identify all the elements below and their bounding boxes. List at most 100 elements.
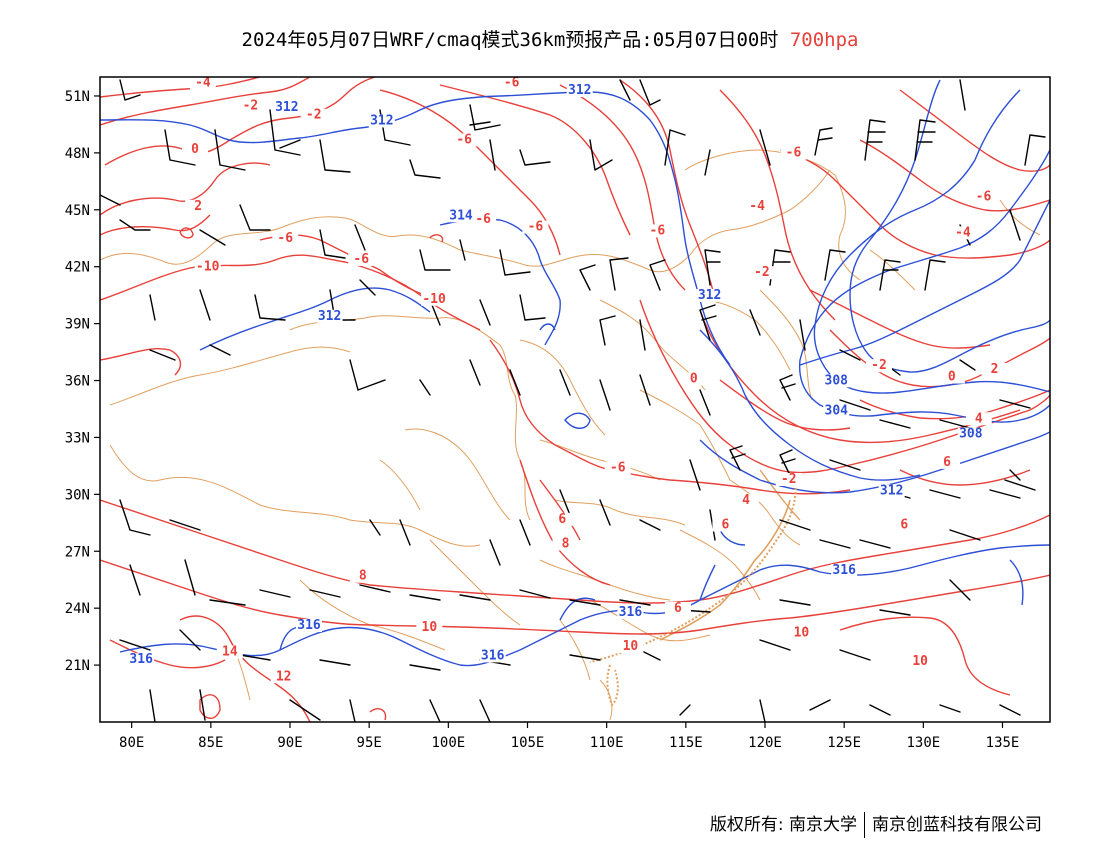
height-label: 312 <box>880 483 903 498</box>
temperature-label-bg <box>780 146 807 160</box>
height-label: 312 <box>275 100 298 115</box>
height-label: 316 <box>619 605 643 620</box>
height-label: 316 <box>481 648 505 663</box>
temperature-label: 10 <box>623 639 639 654</box>
temperature-label: 6 <box>900 518 908 533</box>
temperature-label-bg <box>981 362 1008 376</box>
height-label-bg <box>296 619 322 633</box>
longitude-ticks: 80E 85E 90E 95E 100E 105E 110E 115E 120E 125E 130E… <box>119 722 1019 751</box>
temperature-label-bg <box>907 655 934 669</box>
temperature-label-bg <box>866 359 892 373</box>
temperature-label: -6 <box>976 189 992 204</box>
temperature-label-bg <box>182 142 208 156</box>
height-label: 314 <box>449 208 473 223</box>
temperature-label: 6 <box>943 455 951 470</box>
temperature-label: -6 <box>528 220 544 235</box>
height-label: 312 <box>318 309 341 324</box>
height-label: 312 <box>698 288 721 303</box>
temperature-label-bg <box>644 224 671 238</box>
height-label: 316 <box>129 652 153 667</box>
temperature-label-bg <box>272 232 299 246</box>
lon-tick-label: 90E <box>277 735 302 751</box>
temperature-label: -2 <box>871 358 887 373</box>
temperature-label-bg <box>748 266 775 280</box>
height-label: 308 <box>959 426 983 441</box>
lat-tick-label: 45N <box>65 203 90 219</box>
temperature-label: -6 <box>610 461 626 476</box>
lat-tick-label: 33N <box>65 430 90 446</box>
temperature-label-bg <box>934 455 961 469</box>
lat-tick-label: 21N <box>65 658 90 674</box>
temperature-label-bg <box>348 252 375 266</box>
height-label: 316 <box>832 563 856 578</box>
height-label-bg <box>448 209 474 223</box>
temperature-label: -6 <box>786 146 802 161</box>
temperature-label-bg <box>349 569 376 583</box>
lat-tick-label: 30N <box>65 487 90 503</box>
plot-frame <box>99 76 1051 723</box>
temperature-label: -6 <box>475 212 491 227</box>
temperature-label-bg <box>185 199 212 213</box>
height-label: 316 <box>297 618 321 633</box>
lat-tick-label: 39N <box>65 317 90 333</box>
temperature-label: -4 <box>955 225 971 240</box>
temperature-label-bg <box>604 461 631 475</box>
temperature-label: 10 <box>794 626 810 641</box>
lat-tick-label: 48N <box>65 146 90 162</box>
height-label: 312 <box>370 113 393 128</box>
temperature-label: 0 <box>191 142 199 157</box>
temperature-label-bg <box>617 639 644 653</box>
temperature-label: -4 <box>195 75 211 90</box>
temperature-label: 8 <box>359 569 367 584</box>
temperature-label: 2 <box>991 362 999 377</box>
height-contours <box>100 79 1050 667</box>
temperature-label-bg <box>733 493 759 507</box>
temperature-label: -2 <box>243 98 259 113</box>
temperature-label-bg <box>522 220 549 234</box>
temperature-label: 4 <box>975 411 983 426</box>
temperature-label: -10 <box>422 292 446 307</box>
temperature-contours <box>100 77 1050 722</box>
temperature-label-bg <box>970 190 997 204</box>
temperature-label: 4 <box>742 493 750 508</box>
temperature-label-bg <box>270 670 297 684</box>
lon-tick-label: 120E <box>748 735 782 751</box>
temperature-label: 0 <box>690 371 698 386</box>
lon-tick-label: 130E <box>906 735 940 751</box>
map-title: 2024年05月07日WRF/cmaq模式36km预报产品:05月07日00时 … <box>0 25 1100 52</box>
copyright-right: 南京创蓝科技有限公司 <box>872 815 1042 835</box>
temperature-label: -6 <box>650 223 666 238</box>
temperature-label: -6 <box>353 252 369 267</box>
lat-tick-label: 42N <box>65 260 90 276</box>
temperature-label: -6 <box>456 132 472 147</box>
latitude-ticks: 51N 48N 45N 42N 39N 36N 33N 30N 27N 24N 21N <box>65 89 100 674</box>
lon-tick-label: 85E <box>198 735 223 751</box>
height-label-bg <box>566 84 593 98</box>
copyright-separator <box>864 812 865 838</box>
temperature-label-bg <box>891 518 918 532</box>
temperature-label-bg <box>788 626 815 640</box>
copyright-left: 版权所有: 南京大学 <box>709 815 857 835</box>
temperature-label-bg <box>216 645 243 659</box>
lat-tick-label: 36N <box>65 374 90 390</box>
height-label-bg <box>316 309 343 323</box>
title-main: 2024年05月07日WRF/cmaq模式36km预报产品:05月07日00时 <box>241 29 779 51</box>
temperature-label-bg <box>300 108 327 122</box>
temperature-label-bg <box>549 512 576 526</box>
temperature-label-bg <box>498 77 525 90</box>
temperature-label: 6 <box>722 518 730 533</box>
temperature-label: -6 <box>504 75 520 90</box>
temperature-label: -4 <box>749 199 765 214</box>
height-label-bg <box>696 288 723 302</box>
wind-barbs <box>100 79 1046 722</box>
lat-tick-label: 24N <box>65 601 90 617</box>
height-label-bg <box>479 649 506 663</box>
height-label-bg <box>831 564 858 578</box>
lat-tick-label: 51N <box>65 89 90 105</box>
height-label: 312 <box>568 83 591 98</box>
temperature-label-bg <box>421 292 448 306</box>
lon-tick-label: 135E <box>986 735 1020 751</box>
height-label-bg <box>617 605 644 619</box>
temperature-label-bg <box>194 260 221 274</box>
temperature-label-bg <box>189 77 216 90</box>
